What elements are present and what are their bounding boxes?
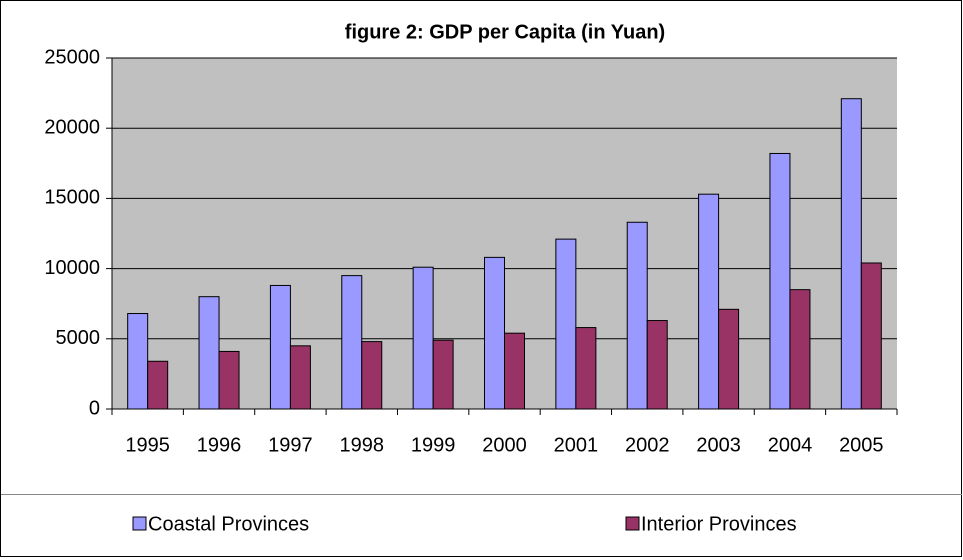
legend-swatch — [625, 516, 640, 531]
bar — [840, 98, 862, 410]
bar — [198, 296, 220, 410]
bar — [718, 308, 740, 410]
bar — [860, 262, 882, 410]
legend-swatch — [132, 516, 147, 531]
x-tick-label: 1996 — [197, 434, 242, 456]
bar — [341, 275, 363, 410]
bar — [769, 152, 791, 410]
y-tick-label: 20000 — [44, 116, 100, 138]
y-tick-label: 15000 — [44, 187, 100, 209]
bar — [361, 341, 383, 410]
x-tick-label: 1999 — [411, 434, 456, 456]
x-tick-label: 2004 — [768, 434, 813, 456]
bar — [289, 345, 311, 410]
x-tick-label: 2001 — [554, 434, 599, 456]
y-tick-label: 10000 — [44, 257, 100, 279]
x-tick-label: 2000 — [482, 434, 527, 456]
bar — [626, 221, 648, 410]
y-tick-label: 0 — [89, 397, 100, 419]
x-tick-label: 1998 — [340, 434, 385, 456]
bar — [269, 284, 291, 410]
bar — [432, 339, 454, 410]
legend-label: Coastal Provinces — [148, 513, 309, 535]
bar — [127, 313, 149, 410]
bar — [789, 289, 811, 410]
x-tick-label: 2003 — [696, 434, 741, 456]
bar — [504, 332, 525, 410]
y-tick-label: 5000 — [56, 327, 101, 349]
bar — [575, 327, 597, 410]
bar — [484, 256, 505, 410]
x-tick-label: 1995 — [125, 434, 170, 456]
bar — [646, 320, 668, 410]
bar — [412, 266, 434, 410]
bar — [147, 360, 169, 410]
legend-label: Interior Provinces — [641, 513, 797, 535]
x-tick-label: 1997 — [268, 434, 313, 456]
chart-title: figure 2: GDP per Capita (in Yuan) — [345, 21, 665, 43]
bar — [698, 193, 720, 410]
x-tick-label: 2002 — [625, 434, 670, 456]
y-tick-label: 25000 — [44, 46, 100, 68]
bar — [218, 350, 240, 410]
bar — [555, 238, 577, 410]
x-tick-label: 2005 — [839, 434, 884, 456]
